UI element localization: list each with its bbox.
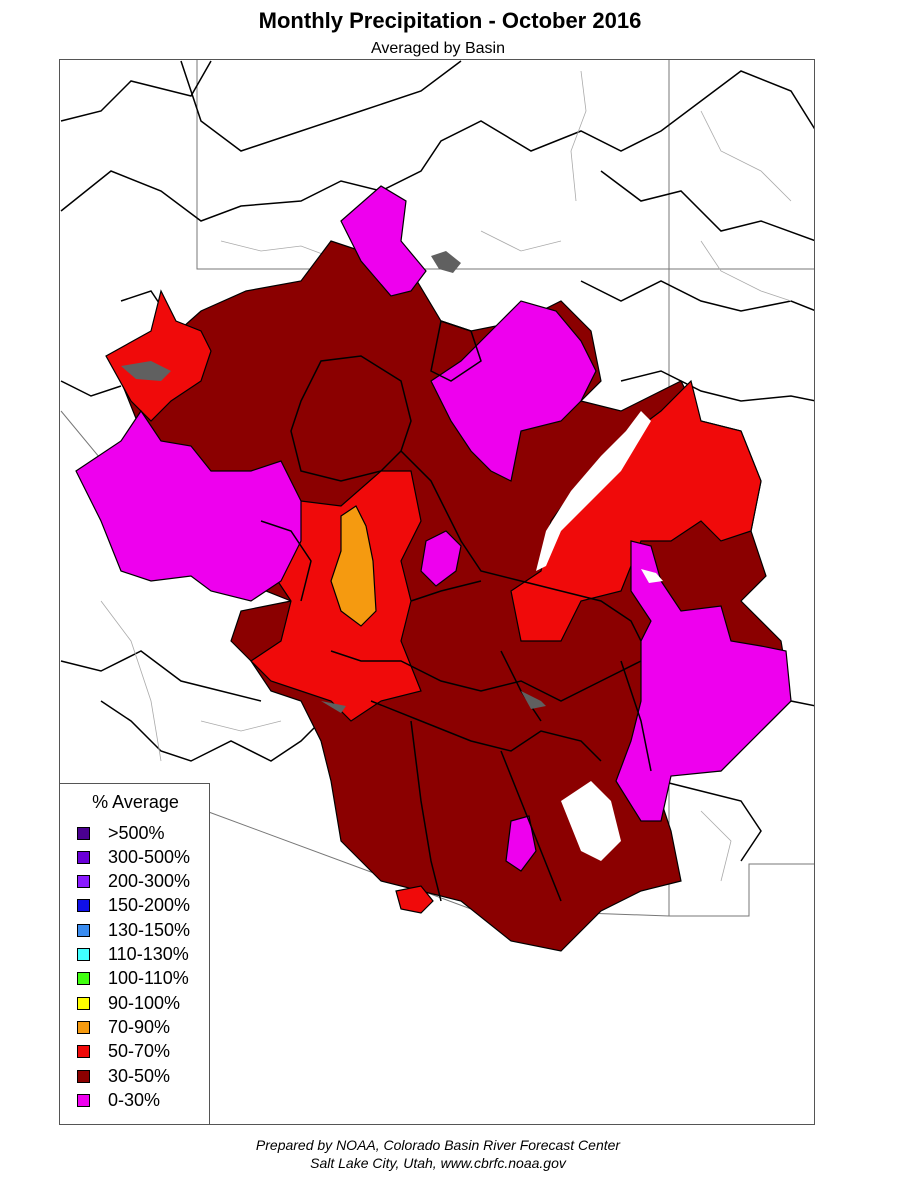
legend-label: 50-70% bbox=[108, 1041, 171, 1062]
legend-item: 100-110% bbox=[77, 968, 189, 990]
basin-region-southwest-50-70 bbox=[395, 885, 434, 914]
basin-region-south-magenta bbox=[505, 815, 537, 872]
legend-swatch bbox=[77, 923, 90, 937]
legend-swatch bbox=[77, 1069, 90, 1083]
no-data-areas bbox=[536, 411, 663, 861]
map-subtitle: Averaged by Basin bbox=[370, 40, 505, 57]
lakes bbox=[121, 251, 546, 713]
legend-swatch bbox=[77, 996, 90, 1010]
legend-label: 200-300% bbox=[108, 871, 191, 892]
legend-swatch bbox=[77, 850, 90, 864]
legend-label: 130-150% bbox=[108, 919, 191, 940]
basin-region-center-magenta bbox=[420, 530, 462, 587]
legend-title: % Average bbox=[92, 792, 179, 812]
legend-label: 110-130% bbox=[108, 944, 189, 964]
legend-label: 100-110% bbox=[108, 968, 189, 989]
legend-item: 50-70% bbox=[77, 1041, 170, 1063]
basin-region-northwest-magenta bbox=[75, 409, 302, 602]
legend-item: 90-100% bbox=[77, 992, 180, 1014]
basin-region-northeast-magenta bbox=[430, 300, 597, 482]
legend-item: 300-500% bbox=[77, 846, 190, 868]
legend-item: 130-150% bbox=[77, 919, 190, 941]
map-title: Monthly Precipitation - October 2016 bbox=[258, 8, 642, 33]
legend-label: 70-90% bbox=[108, 1016, 171, 1037]
legend-item: 0-30% bbox=[77, 1089, 160, 1111]
lake-powell bbox=[521, 691, 546, 709]
legend-item: 200-300% bbox=[77, 871, 190, 893]
basin-regions bbox=[75, 185, 792, 952]
legend-swatch bbox=[77, 1020, 90, 1034]
legend-label: 150-200% bbox=[108, 895, 191, 916]
state-line-newmexico-south bbox=[669, 863, 814, 917]
legend-item: 70-90% bbox=[77, 1016, 170, 1038]
credits: Prepared by NOAA, Colorado Basin River F… bbox=[0, 1136, 876, 1172]
legend-item: 30-50% bbox=[77, 1065, 170, 1087]
map-frame bbox=[59, 59, 815, 1125]
inner-basin-boundaries bbox=[260, 320, 652, 902]
no-data-patch bbox=[641, 569, 663, 583]
legend-swatch bbox=[77, 826, 90, 840]
basin-region-west-50-70 bbox=[105, 289, 212, 422]
legend-swatch bbox=[77, 1093, 90, 1107]
basin-region-east-50-70 bbox=[510, 379, 762, 642]
legend-label: 300-500% bbox=[108, 846, 191, 867]
basin-region-orange-70-90 bbox=[330, 505, 377, 627]
legend-swatch bbox=[77, 972, 90, 986]
legend-label: 90-100% bbox=[108, 992, 181, 1013]
legend: % Average >500% 300-500% 200-300% 150-200% 1… bbox=[59, 783, 210, 1125]
legend-label: 0-30% bbox=[108, 1089, 161, 1110]
legend-item: >500% bbox=[77, 822, 165, 844]
credits-line-1: Prepared by NOAA, Colorado Basin River F… bbox=[255, 1137, 621, 1153]
basin-region-main-30-50 bbox=[120, 240, 792, 952]
legend-label: 30-50% bbox=[108, 1065, 171, 1086]
legend-item: 150-200% bbox=[77, 895, 190, 917]
no-data-strip bbox=[536, 411, 651, 571]
legend-swatch bbox=[77, 948, 90, 961]
lake-mead bbox=[321, 701, 346, 713]
legend-swatch bbox=[77, 875, 90, 889]
lake-flaming-gorge bbox=[431, 251, 461, 273]
basin-region-north-magenta bbox=[340, 185, 427, 297]
basin-map bbox=[60, 60, 814, 952]
legend-label: >500% bbox=[108, 822, 165, 843]
no-data-south bbox=[561, 781, 621, 861]
lake-utah-lake bbox=[121, 361, 171, 381]
state-line-utah-north bbox=[196, 60, 814, 270]
legend-item: 110-130% bbox=[77, 944, 189, 966]
rivers bbox=[100, 70, 792, 882]
credits-line-2: Salt Lake City, Utah, www.cbrfc.noaa.gov bbox=[310, 1155, 566, 1171]
legend-swatch bbox=[77, 1045, 90, 1059]
legend-swatch bbox=[77, 899, 90, 913]
